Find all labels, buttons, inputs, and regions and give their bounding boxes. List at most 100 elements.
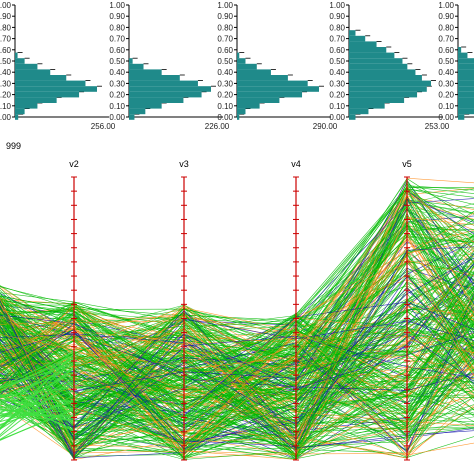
pc-polyline [0,399,75,409]
histogram-bar [15,97,57,103]
histogram-bar [458,63,474,70]
pc-polyline [0,241,474,456]
histogram-bar [237,58,246,64]
histogram-bar [15,52,18,59]
pc-polyline [0,191,474,419]
histogram-tick-label: 0.00 [0,113,12,122]
histogram-tick-label: 0.70 [438,35,454,44]
histogram-tick-label: 0.30 [0,79,12,88]
histogram-tick-label: 0.30 [217,79,233,88]
histogram-tick-label: 0.90 [109,12,125,21]
pc-polyline [0,415,75,421]
pc-axis-label: v3 [179,159,189,169]
pc-polyline [0,308,474,436]
pc-axis-v3: v3 [179,159,189,461]
histogram-bar [349,69,416,75]
histogram-tick-label: 0.40 [217,68,233,77]
pc-polyline [0,394,75,441]
pc-polyline [0,311,474,453]
pc-polyline [0,295,474,449]
histogram-bar [129,97,184,103]
pc-axis-v4: v4 [291,159,301,461]
histogram-tick-label: 0.90 [329,12,345,21]
histogram-tick-label: 0.90 [438,12,454,21]
histogram-tick-label: 0.10 [109,102,125,111]
histogram-bar [349,30,356,36]
pc-axis-label: v2 [69,159,79,169]
histogram-bar [129,103,162,109]
pc-polyline [0,367,75,436]
pc-polyline [0,308,474,421]
histogram-bar [458,91,474,98]
histogram-tick-label: 0.40 [438,68,454,77]
histogram-bar [349,114,356,120]
histogram-tick-label: 0.40 [0,68,12,77]
histogram-tick-label: 0.10 [438,102,454,111]
histogram-tick-label: 0.70 [109,35,125,44]
histogram-2: 1.00 0.90 0.80 0.70 0.60 0.50 0.40 0.30 0.20 0.10… [109,1,229,131]
histogram-tick-label: 0.30 [438,79,454,88]
pc-polyline [0,253,474,427]
pc-polyline [0,299,474,460]
pc-polyline [0,217,474,371]
histogram-tick-label: 0.50 [0,57,12,66]
pc-polyline [0,281,474,433]
histogram-tick-label: 0.50 [329,57,345,66]
pc-polyline [0,291,474,396]
histogram-bar [349,58,403,64]
histogram-tick-label: 0.40 [329,68,345,77]
pc-polyline [0,250,474,366]
histogram-tick-label: 0.00 [438,113,454,122]
pc-polyline [0,259,474,391]
histogram-bar [15,91,80,98]
histogram-bar [15,58,25,64]
histogram-tick-label: 0.60 [109,46,125,55]
histogram-row: 1.00 0.90 0.80 0.70 0.60 0.50 0.40 0.30 0.20 0.10… [0,1,474,131]
histogram-bar [349,91,418,98]
histogram-tick-label: 1.00 [217,1,233,10]
pc-polyline [0,386,75,397]
histogram-bar [349,63,408,70]
histogram-tick-label: 0.50 [217,57,233,66]
histogram-bar [349,108,369,115]
pc-polyline [0,351,75,388]
histogram-1: 1.00 0.90 0.80 0.70 0.60 0.50 0.40 0.30 0.20 0.10… [0,1,116,131]
histogram-tick-label: 0.00 [217,113,233,122]
pc-polyline [0,179,474,459]
histogram-tick-label: 0.90 [217,12,233,21]
histogram-bar [237,103,260,109]
histogram-bar [129,58,133,64]
pc-polyline [0,285,474,367]
histogram-bar [237,63,257,70]
pc-axis-v2: v2 [69,159,79,461]
pc-polyline [0,378,75,438]
histogram-bar [349,103,385,109]
pc-polyline [0,312,474,439]
histogram-max-label: 290.00 [313,122,338,131]
pc-axis-label: v5 [402,159,412,169]
histogram-tick-label: 0.30 [329,79,345,88]
pc-polyline [0,309,474,430]
pc-polyline [0,191,474,456]
histogram-max-label: 226.00 [205,122,230,131]
histogram-bar [129,91,202,98]
histogram-tick-label: 0.70 [217,35,233,44]
histogram-bar [129,80,198,87]
pc-polyline [0,188,474,459]
histogram-tick-label: 0.60 [217,46,233,55]
pc-polyline [0,257,474,450]
histogram-tick-label: 0.20 [217,91,233,100]
histogram-bar [237,97,280,103]
histogram-tick-label: 0.80 [217,23,233,32]
pc-polyline [0,313,474,429]
histogram-bar [129,63,144,70]
histogram-bar [458,75,474,81]
histogram-bar [15,75,67,81]
parallel-coordinates-lines [0,177,474,461]
histogram-tick-label: 0.70 [329,35,345,44]
histogram-bar [349,47,387,53]
histogram-bar [458,47,462,53]
histogram-bar [129,86,211,92]
pc-polyline [0,295,474,415]
histogram-bar [129,75,180,81]
